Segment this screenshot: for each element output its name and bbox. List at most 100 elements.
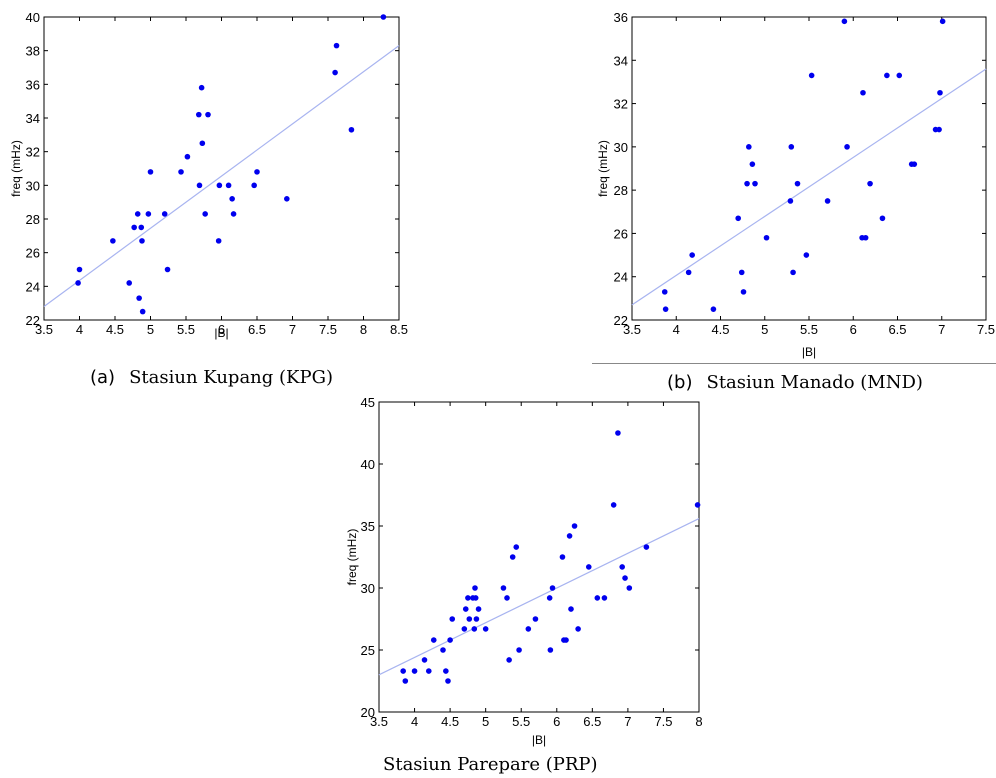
- scatter-point: [936, 126, 942, 133]
- scatter-point: [472, 585, 478, 591]
- scatter-point: [746, 144, 752, 150]
- y-tick-label: 30: [26, 178, 40, 193]
- y-tick-label: 26: [614, 226, 628, 241]
- x-tick-label: 4.5: [711, 322, 729, 337]
- caption-text: Stasiun Manado (MND): [706, 372, 923, 393]
- scatter-point: [447, 637, 453, 643]
- x-tick-label: 6: [553, 714, 560, 729]
- x-tick-label: 5.5: [800, 322, 818, 337]
- y-tick-label: 28: [614, 183, 628, 198]
- scatter-point: [421, 657, 428, 663]
- scatter-point: [178, 169, 184, 175]
- scatter-point: [710, 306, 717, 312]
- scatter-point: [740, 289, 747, 295]
- scatter-point: [76, 266, 83, 273]
- x-tick-label: 8.5: [390, 322, 408, 337]
- scatter-point: [790, 269, 796, 276]
- scatter-point: [615, 430, 621, 436]
- scatter-point: [216, 182, 223, 189]
- x-axis-label: |B|: [532, 733, 546, 747]
- plot-frame: [43, 16, 400, 321]
- x-tick-label: 6.5: [248, 322, 266, 337]
- y-tick-label: 24: [614, 270, 628, 285]
- x-tick-label: 5.5: [512, 714, 530, 729]
- scatter-point: [860, 89, 866, 96]
- caption-kupang: (a) Stasiun Kupang (KPG): [90, 367, 333, 388]
- y-tick-label: 30: [361, 581, 375, 596]
- scatter-chart-parepare: 3.5 4 4.5 5 5.5 6 6.5 7 7.5 8 20 25 30 35 40 45 |B| freq …: [345, 395, 703, 747]
- scatter-point: [643, 544, 650, 550]
- scatter-point: [461, 626, 468, 632]
- y-tick-label: 40: [361, 457, 375, 472]
- chart-panel-kupang: 3.5 4 4.5 5 5.5 6 6.5 7 7.5 8 8.5 22 24 26 28 30 32 34 36 3…: [0, 0, 420, 340]
- scatter-point: [844, 144, 850, 150]
- scatter-point: [506, 657, 512, 663]
- scatter-point: [563, 637, 569, 643]
- chart-panel-parepare: 3.5 4 4.5 5 5.5 6 6.5 7 7.5 8 20 25 30 35 40 45 |B| freq …: [345, 395, 703, 747]
- scatter-point: [75, 280, 81, 286]
- scatter-point: [134, 211, 141, 217]
- x-tick-label: 4: [76, 322, 83, 337]
- caption-letter: (b): [667, 372, 693, 393]
- x-tick-label: 6: [218, 322, 225, 337]
- caption-letter: (a): [90, 367, 116, 388]
- scatter-point: [254, 169, 260, 175]
- y-tick-label: 40: [26, 10, 40, 25]
- scatter-point: [509, 554, 516, 560]
- plot-frame: [631, 16, 987, 321]
- scatter-point: [473, 616, 480, 622]
- y-tick-label: 36: [26, 77, 40, 92]
- scatter-point: [229, 196, 235, 202]
- scatter-point: [619, 564, 625, 570]
- scatter-point: [513, 544, 520, 550]
- scatter-point: [199, 140, 206, 147]
- scatter-point: [400, 668, 406, 674]
- x-tick-label: 7.5: [319, 322, 337, 337]
- scatter-point: [752, 180, 758, 187]
- scatter-point: [139, 238, 145, 244]
- y-tick-label: 36: [614, 10, 628, 25]
- scatter-point: [896, 72, 903, 79]
- scatter-point: [131, 224, 137, 231]
- scatter-point: [202, 211, 208, 217]
- scatter-point: [504, 595, 510, 601]
- x-tick-label: 3.5: [623, 322, 641, 337]
- scatter-point: [430, 637, 437, 643]
- caption-text: Stasiun Kupang (KPG): [129, 367, 333, 388]
- x-tick-label: 4: [673, 322, 680, 337]
- scatter-point: [788, 144, 795, 150]
- x-tick-label: 3.5: [370, 714, 388, 729]
- scatter-point: [939, 18, 946, 25]
- scatter-point: [205, 111, 211, 118]
- scatter-point: [161, 211, 168, 217]
- x-tick-label: 4.5: [441, 714, 459, 729]
- scatter-point: [547, 647, 554, 653]
- y-axis-label: freq (mHz): [345, 529, 359, 586]
- x-tick-label: 4: [411, 714, 418, 729]
- scatter-point: [622, 575, 628, 581]
- x-tick-label: 7: [289, 322, 296, 337]
- scatter-point: [525, 626, 532, 632]
- scatter-point: [867, 180, 873, 187]
- scatter-point: [594, 595, 601, 601]
- x-tick-label: 4.5: [106, 322, 124, 337]
- scatter-point: [164, 266, 171, 273]
- scatter-point: [661, 289, 668, 295]
- scatter-point: [841, 18, 848, 25]
- scatter-chart-manado: 3.5 4 4.5 5 5.5 6 6.5 7 7.5 22 24 26 28 30 32 34 36 |B| fr…: [596, 10, 995, 359]
- scatter-point: [575, 626, 581, 632]
- scatter-point: [471, 626, 478, 632]
- x-tick-label: 7: [624, 714, 631, 729]
- y-tick-label: 25: [361, 643, 375, 658]
- scatter-point: [139, 308, 146, 315]
- scatter-point: [911, 161, 918, 167]
- scatter-point: [225, 182, 232, 189]
- x-tick-label: 6: [850, 322, 857, 337]
- scatter-point: [738, 269, 745, 276]
- scatter-point: [110, 238, 116, 244]
- plot-frame: [378, 401, 700, 713]
- y-tick-label: 34: [26, 111, 40, 126]
- scatter-point: [763, 234, 770, 241]
- trend-line: [631, 68, 987, 306]
- y-tick-label: 22: [26, 313, 40, 328]
